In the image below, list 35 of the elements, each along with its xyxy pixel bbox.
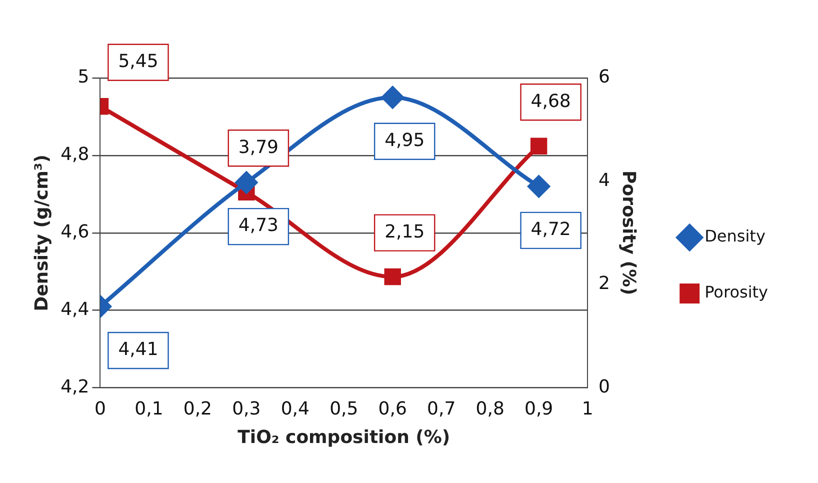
y2-tick-label: 2 — [598, 273, 610, 294]
data-label: 4,73 — [238, 215, 278, 236]
legend-label: Density — [704, 226, 766, 246]
y-tick-label: 5 — [78, 66, 90, 88]
y2-axis-title: Porosity (%) — [618, 170, 640, 296]
x-tick-label: 0,1 — [134, 398, 164, 420]
y2-tick-label: 6 — [598, 66, 610, 88]
y-tick-label: 4,2 — [60, 376, 90, 398]
data-label: 4,72 — [530, 219, 571, 240]
x-tick-label: 0 — [94, 398, 106, 420]
x-tick-label: 0,6 — [378, 398, 407, 420]
data-label: 3,79 — [238, 136, 278, 158]
data-label: 5,45 — [118, 51, 158, 72]
data-label: 4,95 — [384, 130, 425, 152]
x-tick-label: 1 — [582, 398, 594, 420]
x-tick-label: 0,5 — [330, 398, 358, 420]
x-tick-label: 0,7 — [427, 398, 456, 420]
data-label: 4,68 — [530, 90, 571, 112]
x-axis-title: TiO₂ composition (%) — [238, 426, 450, 448]
point — [530, 138, 548, 155]
y-tick-label: 4,6 — [60, 222, 90, 243]
y-tick-label: 4,8 — [60, 144, 90, 166]
x-tick-label: 0,9 — [524, 398, 554, 420]
x-tick-label: 0,8 — [476, 398, 504, 420]
point — [384, 268, 401, 286]
y-tick-label: 4,4 — [60, 299, 90, 320]
x-tick-label: 0,4 — [280, 398, 310, 420]
x-tick-label: 0,3 — [232, 398, 261, 420]
y2-tick-label: 0 — [598, 376, 610, 398]
y2-tick-label: 4 — [598, 170, 610, 191]
y-axis-title: Density (g/cm³) — [31, 154, 52, 312]
data-label: 2,15 — [384, 221, 425, 242]
legend-label: Porosity — [704, 282, 768, 302]
x-tick-label: 0,2 — [183, 398, 212, 420]
data-label: 4,41 — [118, 339, 158, 360]
